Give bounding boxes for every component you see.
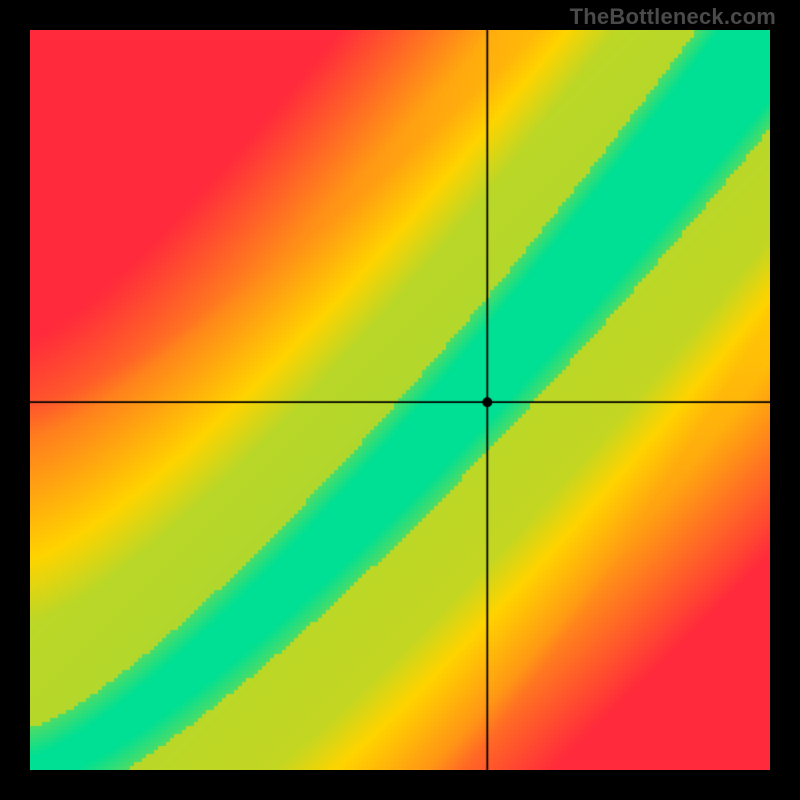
watermark-text: TheBottleneck.com [570,4,776,30]
bottleneck-heatmap [30,30,770,770]
chart-frame: TheBottleneck.com [0,0,800,800]
